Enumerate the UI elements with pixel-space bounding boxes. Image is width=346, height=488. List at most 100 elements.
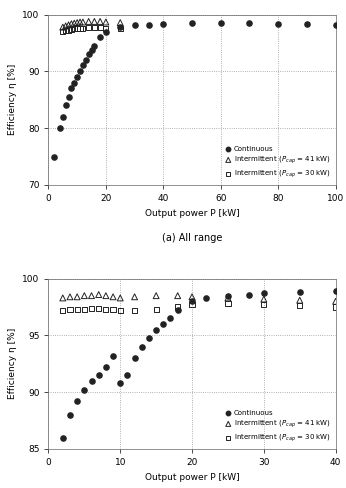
X-axis label: Output power P [kW]: Output power P [kW] [145,208,239,218]
Intermittent ($P_{cap}$ = 41 kW) [103,18,109,26]
Continuous [110,352,116,360]
Intermittent ($P_{cap}$ = 41 kW) [261,295,267,303]
Continuous [74,73,80,81]
Continuous [168,314,173,322]
Intermittent ($P_{cap}$ = 41 kW) [80,18,86,26]
Continuous [118,23,123,31]
Intermittent ($P_{cap}$ = 41 kW) [60,23,66,31]
Legend: Continuous, Intermittent ($P_{cap}$ = 41 kW), Intermittent ($P_{cap}$ = 30 kW): Continuous, Intermittent ($P_{cap}$ = 41… [224,144,332,182]
Intermittent ($P_{cap}$ = 41 kW) [189,293,195,301]
Continuous [72,79,77,87]
Intermittent ($P_{cap}$ = 41 kW) [69,20,74,28]
Intermittent ($P_{cap}$ = 30 kW) [74,24,80,32]
Intermittent ($P_{cap}$ = 30 kW) [153,305,159,313]
Intermittent ($P_{cap}$ = 41 kW) [82,292,87,300]
Continuous [80,61,86,68]
Intermittent ($P_{cap}$ = 30 kW) [80,24,86,32]
Intermittent ($P_{cap}$ = 30 kW) [60,28,66,36]
Intermittent ($P_{cap}$ = 30 kW) [69,25,74,33]
Intermittent ($P_{cap}$ = 41 kW) [297,296,302,304]
Intermittent ($P_{cap}$ = 30 kW) [86,24,91,32]
Continuous [67,411,73,419]
Intermittent ($P_{cap}$ = 30 kW) [82,305,87,313]
Intermittent ($P_{cap}$ = 30 kW) [118,25,123,33]
Continuous [103,363,109,371]
Continuous [74,397,80,405]
Intermittent ($P_{cap}$ = 30 kW) [72,25,77,33]
Intermittent ($P_{cap}$ = 30 kW) [175,303,181,311]
Intermittent ($P_{cap}$ = 30 kW) [77,24,83,32]
Intermittent ($P_{cap}$ = 30 kW) [89,304,94,312]
Intermittent ($P_{cap}$ = 30 kW) [132,306,137,314]
Continuous [139,343,145,351]
Intermittent ($P_{cap}$ = 41 kW) [67,293,73,301]
Intermittent ($P_{cap}$ = 30 kW) [96,304,101,312]
Intermittent ($P_{cap}$ = 41 kW) [89,292,94,300]
Continuous [146,334,152,342]
Intermittent ($P_{cap}$ = 41 kW) [63,22,69,30]
Intermittent ($P_{cap}$ = 41 kW) [74,19,80,26]
Continuous [60,434,66,442]
Continuous [86,50,91,58]
Intermittent ($P_{cap}$ = 41 kW) [86,18,91,25]
Intermittent ($P_{cap}$ = 30 kW) [110,305,116,313]
Intermittent ($P_{cap}$ = 30 kW) [103,24,109,32]
Continuous [203,294,209,302]
Continuous [161,320,166,328]
Intermittent ($P_{cap}$ = 30 kW) [66,26,71,34]
Intermittent ($P_{cap}$ = 30 kW) [97,24,103,32]
Continuous [77,67,83,75]
Intermittent ($P_{cap}$ = 30 kW) [103,305,109,313]
Continuous [275,20,281,28]
Intermittent ($P_{cap}$ = 41 kW) [60,294,66,302]
Intermittent ($P_{cap}$ = 30 kW) [92,24,97,32]
Intermittent ($P_{cap}$ = 30 kW) [118,306,123,314]
Intermittent ($P_{cap}$ = 30 kW) [333,303,338,311]
Continuous [161,20,166,28]
Continuous [97,34,103,41]
Intermittent ($P_{cap}$ = 41 kW) [225,294,231,302]
Intermittent ($P_{cap}$ = 30 kW) [261,301,267,308]
Intermittent ($P_{cap}$ = 41 kW) [72,19,77,27]
Intermittent ($P_{cap}$ = 41 kW) [97,18,103,25]
Intermittent ($P_{cap}$ = 30 kW) [189,301,195,308]
Continuous [261,289,267,297]
Y-axis label: Efficiency η [%]: Efficiency η [%] [8,328,17,399]
Continuous [89,46,94,54]
Continuous [146,21,152,29]
Continuous [52,153,57,161]
Continuous [89,377,94,385]
Continuous [247,291,252,299]
Continuous [125,371,130,379]
Continuous [189,298,195,305]
Continuous [60,113,66,121]
Continuous [66,93,71,101]
Continuous [218,19,224,27]
X-axis label: Output power P [kW]: Output power P [kW] [145,472,239,482]
Intermittent ($P_{cap}$ = 41 kW) [103,292,109,300]
Y-axis label: Efficiency η [%]: Efficiency η [%] [8,64,17,136]
Continuous [83,56,89,64]
Continuous [132,354,137,362]
Legend: Continuous, Intermittent ($P_{cap}$ = 41 kW), Intermittent ($P_{cap}$ = 30 kW): Continuous, Intermittent ($P_{cap}$ = 41… [224,408,332,446]
Continuous [63,102,69,109]
Continuous [103,28,109,36]
Continuous [225,292,231,300]
Intermittent ($P_{cap}$ = 41 kW) [96,291,101,299]
Intermittent ($P_{cap}$ = 41 kW) [333,298,338,305]
Continuous [297,288,302,296]
Continuous [175,306,181,314]
Intermittent ($P_{cap}$ = 41 kW) [92,18,97,25]
Continuous [304,20,310,28]
Intermittent ($P_{cap}$ = 41 kW) [118,294,123,302]
Continuous [189,19,195,27]
Intermittent ($P_{cap}$ = 41 kW) [110,293,116,301]
Text: (a) All range: (a) All range [162,233,222,243]
Continuous [96,371,101,379]
Continuous [92,42,97,50]
Intermittent ($P_{cap}$ = 41 kW) [66,21,71,29]
Intermittent ($P_{cap}$ = 41 kW) [175,292,181,300]
Intermittent ($P_{cap}$ = 30 kW) [60,306,66,314]
Continuous [247,19,252,27]
Continuous [118,379,123,387]
